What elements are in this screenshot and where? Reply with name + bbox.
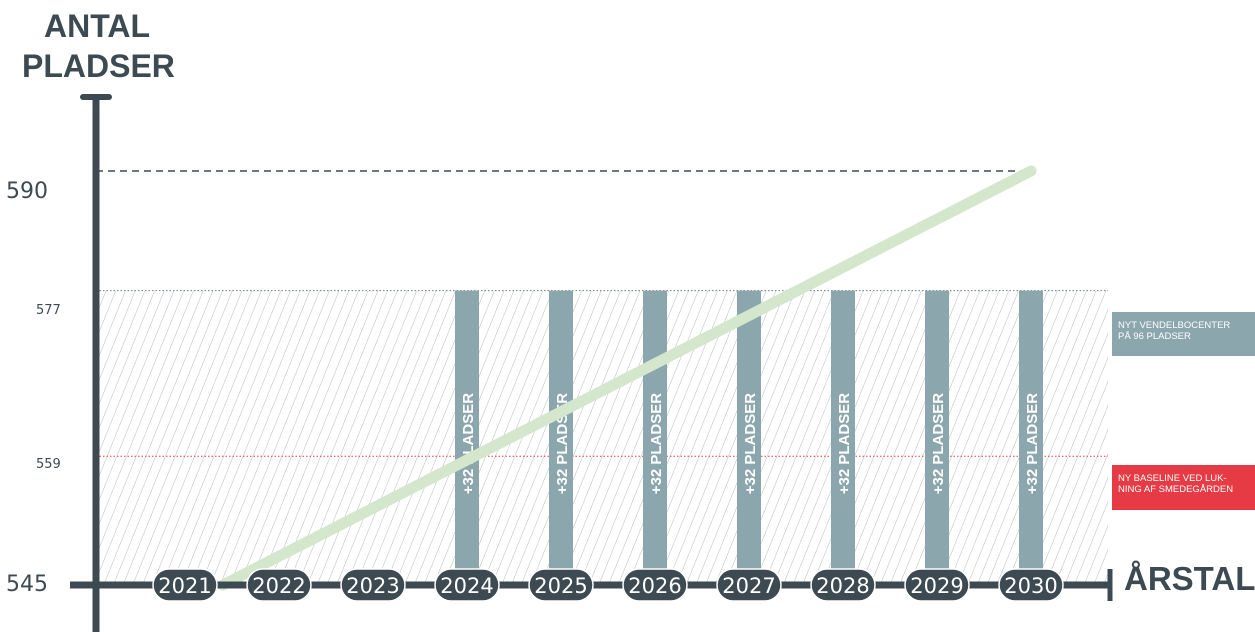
bar-2026 <box>643 290 667 585</box>
y-tick-559: 559 <box>36 457 61 472</box>
x-tick-2022: 2022 <box>252 574 305 598</box>
bar-2027 <box>737 290 761 585</box>
x-tick-2025: 2025 <box>534 574 587 598</box>
annotation-baseline-line-2: NING AF SMEDEGÅRDEN <box>1118 484 1234 495</box>
year-pill-2023 <box>340 568 406 602</box>
y-tick-590: 590 <box>6 179 48 204</box>
annotation-vendelbocenter-line-2: PÅ 96 PLADSER <box>1118 331 1191 342</box>
year-pill-2029 <box>904 568 970 602</box>
x-tick-2028: 2028 <box>816 574 869 598</box>
bar-label-2027: +32 PLADSER <box>742 393 759 494</box>
trend-line <box>217 165 1037 591</box>
annotation-baseline: NY BASELINE VED LUK- NING AF SMEDEGÅRDEN <box>1112 465 1255 510</box>
bar-label-2026: +32 PLADSER <box>648 393 665 494</box>
bar-2029 <box>925 290 949 585</box>
x-tick-2026: 2026 <box>628 574 681 598</box>
year-pill-2025 <box>528 568 594 602</box>
y-axis-title-line-2: PLADSER <box>22 48 175 84</box>
annotation-vendelbocenter: NYT VENDELBOCENTER PÅ 96 PLADSER <box>1112 312 1255 356</box>
year-pill-2030 <box>998 568 1064 602</box>
y-tick-545: 545 <box>6 572 48 597</box>
x-tick-2030: 2030 <box>1004 574 1057 598</box>
x-tick-2027: 2027 <box>722 574 775 598</box>
y-tick-577: 577 <box>36 303 61 318</box>
bar-label-2030: +32 PLADSER <box>1024 393 1041 494</box>
year-pill-2021 <box>152 568 218 602</box>
bar-label-2029: +32 PLADSER <box>930 393 947 494</box>
year-pill-2027 <box>716 568 782 602</box>
x-tick-2023: 2023 <box>346 574 399 598</box>
x-axis-title: ÅRSTAL <box>1124 560 1255 597</box>
y-axis-title-line-1: ANTAL <box>43 8 151 44</box>
bar-label-2028: +32 PLADSER <box>836 393 853 494</box>
bar-2024 <box>455 290 479 585</box>
x-tick-2029: 2029 <box>910 574 963 598</box>
x-tick-2024: 2024 <box>440 574 493 598</box>
bar-2028 <box>831 290 855 585</box>
year-pill-2024 <box>434 568 500 602</box>
bar-2030 <box>1019 290 1043 585</box>
year-pill-2026 <box>622 568 688 602</box>
bar-2025 <box>549 290 573 585</box>
year-pill-2028 <box>810 568 876 602</box>
year-pill-2022 <box>246 568 312 602</box>
annotation-baseline-line-1: NY BASELINE VED LUK- <box>1118 473 1227 484</box>
annotation-vendelbocenter-line-1: NYT VENDELBOCENTER <box>1118 320 1231 331</box>
y-axis-title: ANTAL PLADSER <box>22 6 175 86</box>
x-tick-2021: 2021 <box>158 574 211 598</box>
hatched-capacity-band <box>96 290 1108 585</box>
bar-label-2024: +32 PLADSER <box>460 393 477 494</box>
